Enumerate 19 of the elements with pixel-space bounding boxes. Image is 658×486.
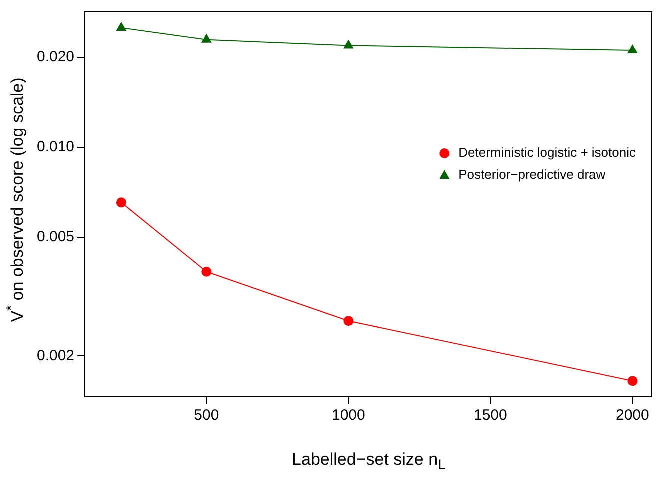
y-tick-label: 0.020 bbox=[36, 48, 75, 66]
point bbox=[201, 34, 212, 43]
x-tick-label: 1000 bbox=[332, 407, 366, 424]
legend-label: Posterior−predictive draw bbox=[458, 167, 606, 182]
x-tick-label: 500 bbox=[194, 407, 220, 424]
x-tick-label: 1500 bbox=[474, 407, 508, 424]
point bbox=[344, 316, 354, 326]
point bbox=[202, 266, 212, 277]
point bbox=[627, 44, 638, 54]
point bbox=[628, 376, 638, 386]
x-axis-title: Labelled−set size n$_{L}$ bbox=[291, 450, 447, 474]
y-tick-label: 0.010 bbox=[36, 138, 75, 156]
y-tick-label: 0.002 bbox=[36, 347, 75, 364]
y-tick-label: 0.005 bbox=[36, 228, 75, 246]
point bbox=[116, 22, 127, 32]
x-tick-label: 2000 bbox=[616, 407, 650, 424]
legend-label: Deterministic logistic + isotonic bbox=[458, 145, 636, 160]
point bbox=[343, 40, 354, 49]
point bbox=[116, 198, 126, 208]
